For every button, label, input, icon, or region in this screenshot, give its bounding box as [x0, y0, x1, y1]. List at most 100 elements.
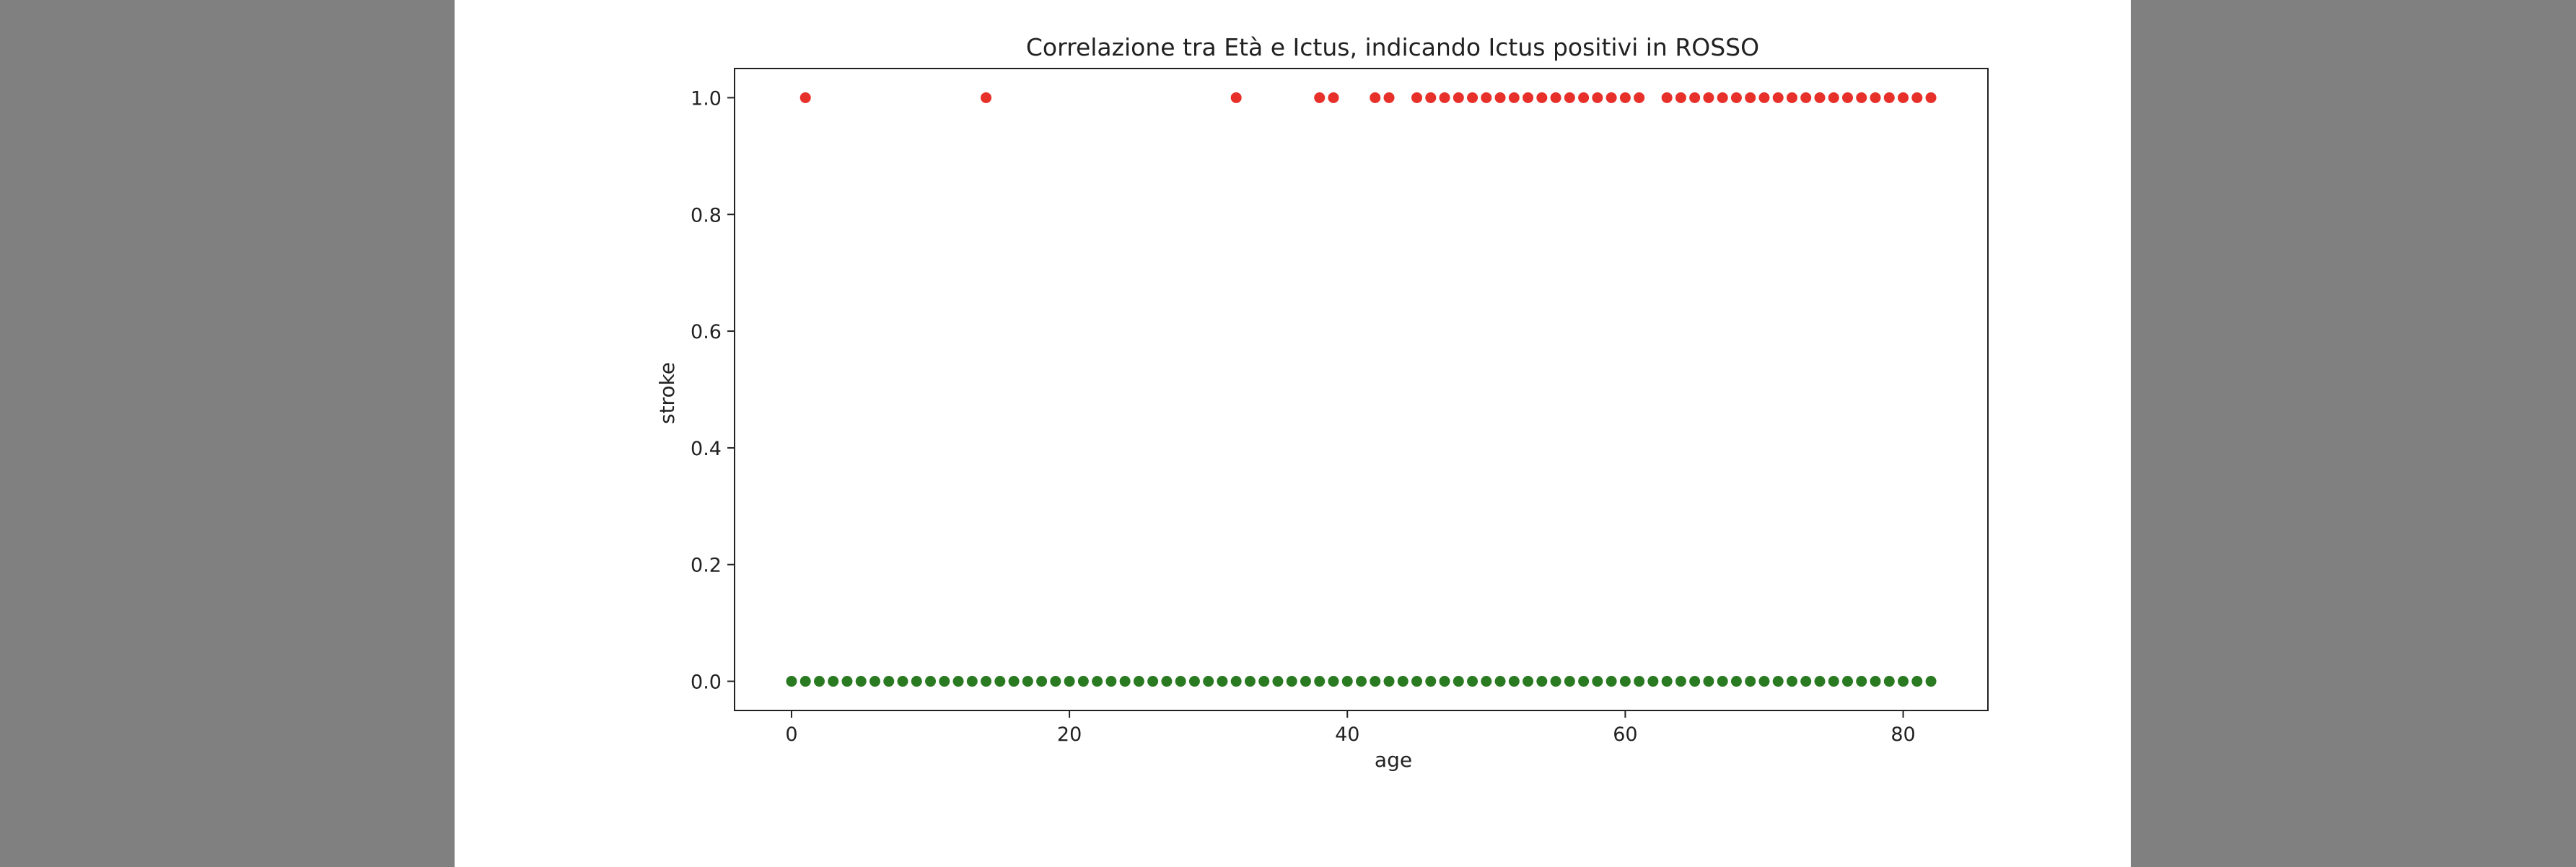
- y-tick-label: 1.0: [691, 87, 722, 110]
- plot-area: [734, 68, 1989, 711]
- stroke-negative-point: [1856, 676, 1867, 687]
- stroke-negative-point: [1619, 676, 1631, 687]
- stroke-negative-point: [1786, 676, 1797, 687]
- stroke-negative-point: [1244, 676, 1256, 687]
- stroke-positive-point: [1689, 92, 1701, 103]
- x-tick-label: 60: [1613, 723, 1637, 746]
- stroke-positive-point: [1925, 92, 1937, 103]
- stroke-negative-point: [1689, 676, 1701, 687]
- stroke-negative-point: [1508, 676, 1520, 687]
- stroke-negative-point: [841, 676, 853, 687]
- stroke-positive-point: [1605, 92, 1617, 103]
- stroke-negative-point: [1467, 676, 1478, 687]
- x-tick-label: 40: [1335, 723, 1359, 746]
- stroke-positive-point: [1814, 92, 1826, 103]
- stroke-negative-point: [1341, 676, 1353, 687]
- y-tick-label: 0.4: [691, 438, 722, 460]
- stroke-negative-point: [1397, 676, 1409, 687]
- stroke-positive-point: [1856, 92, 1867, 103]
- stroke-negative-point: [1828, 676, 1839, 687]
- stroke-negative-point: [1036, 676, 1048, 687]
- stroke-negative-point: [897, 676, 908, 687]
- stroke-negative-point: [1814, 676, 1826, 687]
- stroke-negative-point: [883, 676, 895, 687]
- stroke-positive-point: [1453, 92, 1464, 103]
- stroke-positive-point: [1911, 92, 1923, 103]
- stroke-negative-point: [1453, 676, 1464, 687]
- stroke-negative-point: [1092, 676, 1103, 687]
- stroke-positive-point: [981, 92, 992, 103]
- stroke-negative-point: [1481, 676, 1492, 687]
- stroke-positive-point: [1786, 92, 1797, 103]
- stroke-negative-point: [1411, 676, 1423, 687]
- stroke-negative-point: [1258, 676, 1270, 687]
- stroke-negative-point: [1133, 676, 1144, 687]
- document-page: Correlazione tra Età e Ictus, indicando …: [455, 0, 2131, 867]
- stroke-negative-point: [1870, 676, 1881, 687]
- x-tick-label: 20: [1057, 723, 1082, 746]
- stroke-negative-point: [1536, 676, 1548, 687]
- stroke-negative-point: [1383, 676, 1395, 687]
- stroke-negative-point: [828, 676, 839, 687]
- y-tick-label: 0.2: [691, 555, 722, 577]
- stroke-negative-point: [1883, 676, 1895, 687]
- stroke-positive-point: [1494, 92, 1506, 103]
- stroke-negative-point: [911, 676, 922, 687]
- stroke-positive-point: [1370, 92, 1381, 103]
- stroke-negative-point: [1314, 676, 1326, 687]
- stroke-positive-point: [1745, 92, 1756, 103]
- stroke-negative-point: [1286, 676, 1297, 687]
- stroke-positive-point: [799, 92, 811, 103]
- stroke-positive-point: [1481, 92, 1492, 103]
- stroke-negative-point: [1592, 676, 1603, 687]
- y-axis-label: stroke: [655, 362, 679, 424]
- stroke-positive-point: [1314, 92, 1326, 103]
- stroke-positive-point: [1508, 92, 1520, 103]
- stroke-negative-point: [1675, 676, 1686, 687]
- stroke-negative-point: [1925, 676, 1937, 687]
- stroke-negative-point: [1188, 676, 1200, 687]
- stroke-negative-point: [1425, 676, 1437, 687]
- stroke-negative-point: [813, 676, 825, 687]
- stroke-negative-point: [1564, 676, 1575, 687]
- stroke-positive-point: [1578, 92, 1590, 103]
- stroke-positive-point: [1730, 92, 1742, 103]
- stroke-negative-point: [1730, 676, 1742, 687]
- stroke-negative-point: [799, 676, 811, 687]
- stroke-positive-point: [1772, 92, 1784, 103]
- stroke-negative-point: [952, 676, 964, 687]
- stroke-negative-point: [1328, 676, 1339, 687]
- y-axis: 0.0 0.2 0.4 0.6 0.8 1.0: [691, 87, 735, 694]
- stroke-negative-point: [1161, 676, 1173, 687]
- chart-title: Correlazione tra Età e Ictus, indicando …: [1026, 33, 1759, 61]
- stroke-negative-point: [1523, 676, 1534, 687]
- stroke-negative-point: [966, 676, 978, 687]
- stroke-negative-point: [1745, 676, 1756, 687]
- stroke-negative-point: [1356, 676, 1367, 687]
- stroke-negative-point: [1230, 676, 1242, 687]
- stroke-negative-point: [1008, 676, 1020, 687]
- stroke-negative-point: [1105, 676, 1117, 687]
- stroke-negative-point: [1898, 676, 1909, 687]
- stroke-positive-point: [1328, 92, 1339, 103]
- stroke-negative-point: [1050, 676, 1061, 687]
- stroke-positive-point: [1550, 92, 1561, 103]
- stroke-positive-point: [1883, 92, 1895, 103]
- stroke-negative-point: [1175, 676, 1186, 687]
- stroke-positive-point: [1898, 92, 1909, 103]
- y-tick-label: 0.8: [691, 204, 722, 226]
- stroke-positive-point: [1439, 92, 1450, 103]
- stroke-negative-point: [981, 676, 992, 687]
- stroke-negative-point: [1634, 676, 1645, 687]
- data-points: [786, 92, 1937, 687]
- stroke-positive-point: [1425, 92, 1437, 103]
- stroke-negative-point: [786, 676, 797, 687]
- stroke-negative-point: [1800, 676, 1812, 687]
- scatter-chart: Correlazione tra Età e Ictus, indicando …: [655, 33, 1989, 772]
- stroke-negative-point: [1647, 676, 1659, 687]
- stroke-negative-point: [1772, 676, 1784, 687]
- stroke-negative-point: [1203, 676, 1214, 687]
- stroke-positive-point: [1467, 92, 1478, 103]
- stroke-positive-point: [1564, 92, 1575, 103]
- stroke-negative-point: [1494, 676, 1506, 687]
